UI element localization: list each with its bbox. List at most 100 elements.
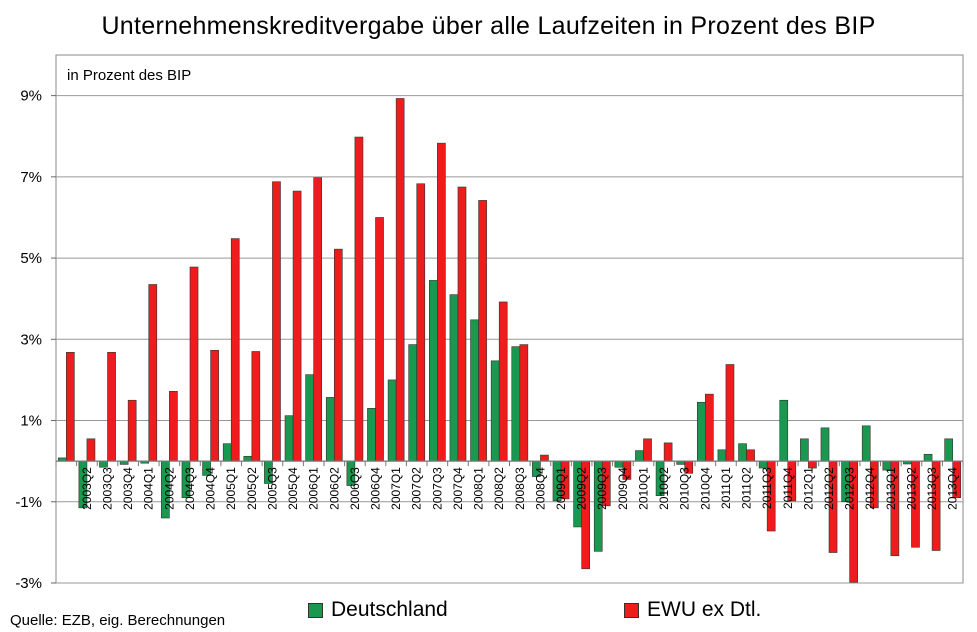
x-tick-label: 2010Q4 (698, 467, 712, 510)
x-tick-label: 2008Q4 (533, 467, 547, 510)
x-tick-label: 2012Q3 (843, 467, 857, 510)
bar-ewu (705, 393, 714, 462)
bar-ewu (416, 183, 426, 462)
x-tick-label: 2005Q4 (286, 467, 300, 510)
y-tick-label: 9% (20, 88, 42, 105)
bar-deutschland (305, 374, 314, 462)
y-tick-label: 1% (20, 413, 42, 430)
bar-ewu (333, 248, 343, 462)
bar-deutschland (717, 449, 727, 462)
bar-ewu (127, 399, 137, 462)
bar-ewu (230, 238, 240, 462)
bar-deutschland (284, 415, 294, 462)
bar-deutschland (779, 399, 789, 462)
legend-swatch-deutschland (308, 602, 323, 618)
bar-deutschland (243, 455, 253, 462)
x-tick-label: 2009Q2 (575, 467, 589, 510)
x-tick-label: 2007Q2 (410, 467, 424, 510)
legend-label-ewu: EWU ex Dtl. (647, 598, 762, 621)
x-tick-label: 2012Q4 (863, 467, 877, 510)
x-tick-label: 2004Q1 (142, 467, 156, 510)
bar-ewu (107, 351, 116, 462)
y-tick-label: 7% (20, 169, 42, 186)
x-tick-label: 2005Q3 (265, 467, 279, 510)
bar-deutschland (222, 443, 232, 462)
bar-ewu (540, 454, 549, 462)
x-tick-label: 2011Q2 (740, 467, 754, 509)
x-tick-label: 2009Q4 (616, 467, 630, 510)
x-tick-label: 2003Q2 (80, 467, 94, 510)
x-tick-label: 2012Q2 (822, 467, 836, 510)
bar-ewu (169, 390, 178, 462)
x-tick-label: 2004Q4 (204, 467, 218, 510)
x-tick-label: 2005Q1 (224, 467, 238, 510)
bar-ewu (395, 98, 405, 462)
y-unit-label: in Prozent des BIP (67, 67, 191, 84)
x-tick-label: 2010Q2 (657, 467, 671, 510)
x-tick-label: 2008Q2 (492, 467, 506, 510)
x-tick-label: 2007Q4 (451, 467, 465, 510)
bar-ewu (725, 364, 735, 462)
x-tick-label: 2005Q2 (245, 467, 259, 510)
x-tick-label: 2009Q3 (595, 467, 609, 510)
legend-label-deutschland: Deutschland (331, 598, 448, 621)
bar-deutschland (490, 360, 500, 462)
x-tick-label: 2006Q2 (327, 467, 341, 510)
x-tick-label: 2003Q3 (101, 467, 115, 510)
x-tick-label: 2013Q1 (884, 467, 898, 510)
bar-ewu (437, 142, 446, 462)
bar-ewu (746, 449, 755, 462)
x-tick-label: 2008Q1 (472, 467, 486, 510)
bar-ewu (663, 442, 673, 462)
bar-ewu (478, 200, 487, 462)
legend-swatch-ewu (624, 602, 639, 618)
x-tick-label: 2012Q1 (801, 467, 815, 510)
x-tick-label: 2008Q3 (513, 467, 527, 510)
y-tick-label: -3% (15, 575, 42, 592)
y-tick-label: -1% (15, 494, 42, 511)
x-tick-label: 2010Q3 (678, 467, 692, 510)
bar-ewu (457, 186, 467, 462)
bar-ewu (375, 217, 384, 462)
legend-item-deutschland: Deutschland (308, 598, 448, 622)
x-tick-label: 2006Q3 (348, 467, 362, 510)
bar-ewu (354, 136, 364, 462)
y-tick-label: 5% (20, 250, 42, 267)
x-tick-label: 2007Q1 (389, 467, 403, 510)
bar-ewu (66, 351, 75, 462)
x-tick-label: 2006Q4 (369, 467, 383, 510)
bar-deutschland (696, 401, 706, 462)
bar-deutschland (861, 425, 871, 462)
bar-deutschland (511, 346, 521, 462)
source-note: Quelle: EZB, eig. Berechnungen (10, 612, 226, 629)
bar-deutschland (325, 397, 335, 462)
x-tick-label: 2013Q4 (946, 467, 960, 510)
bar-ewu (86, 438, 96, 462)
bar-deutschland (429, 280, 438, 462)
bar-deutschland (387, 379, 397, 462)
legend-item-ewu: EWU ex Dtl. (624, 598, 761, 622)
bar-deutschland (738, 443, 747, 462)
bar-deutschland (470, 319, 479, 462)
bar-ewu (251, 351, 261, 462)
bar-ewu (313, 177, 323, 462)
bar-ewu (643, 438, 652, 462)
bar-deutschland (923, 453, 933, 462)
bar-deutschland (758, 460, 768, 469)
bar-ewu (519, 344, 529, 462)
bar-deutschland (800, 438, 809, 462)
x-tick-label: 2009Q1 (554, 467, 568, 510)
bar-deutschland (820, 427, 830, 462)
y-tick-label: 3% (20, 331, 42, 348)
x-tick-label: 2010Q1 (636, 467, 650, 510)
x-tick-label: 2013Q2 (904, 467, 918, 510)
bar-deutschland (944, 438, 953, 462)
bar-deutschland (408, 344, 418, 462)
x-tick-label: 2013Q3 (925, 467, 939, 510)
x-tick-label: 2011Q3 (760, 467, 774, 509)
bar-deutschland (99, 460, 108, 468)
bar-ewu (272, 181, 281, 462)
x-tick-label: 2007Q3 (430, 467, 444, 510)
bar-ewu (292, 190, 302, 462)
